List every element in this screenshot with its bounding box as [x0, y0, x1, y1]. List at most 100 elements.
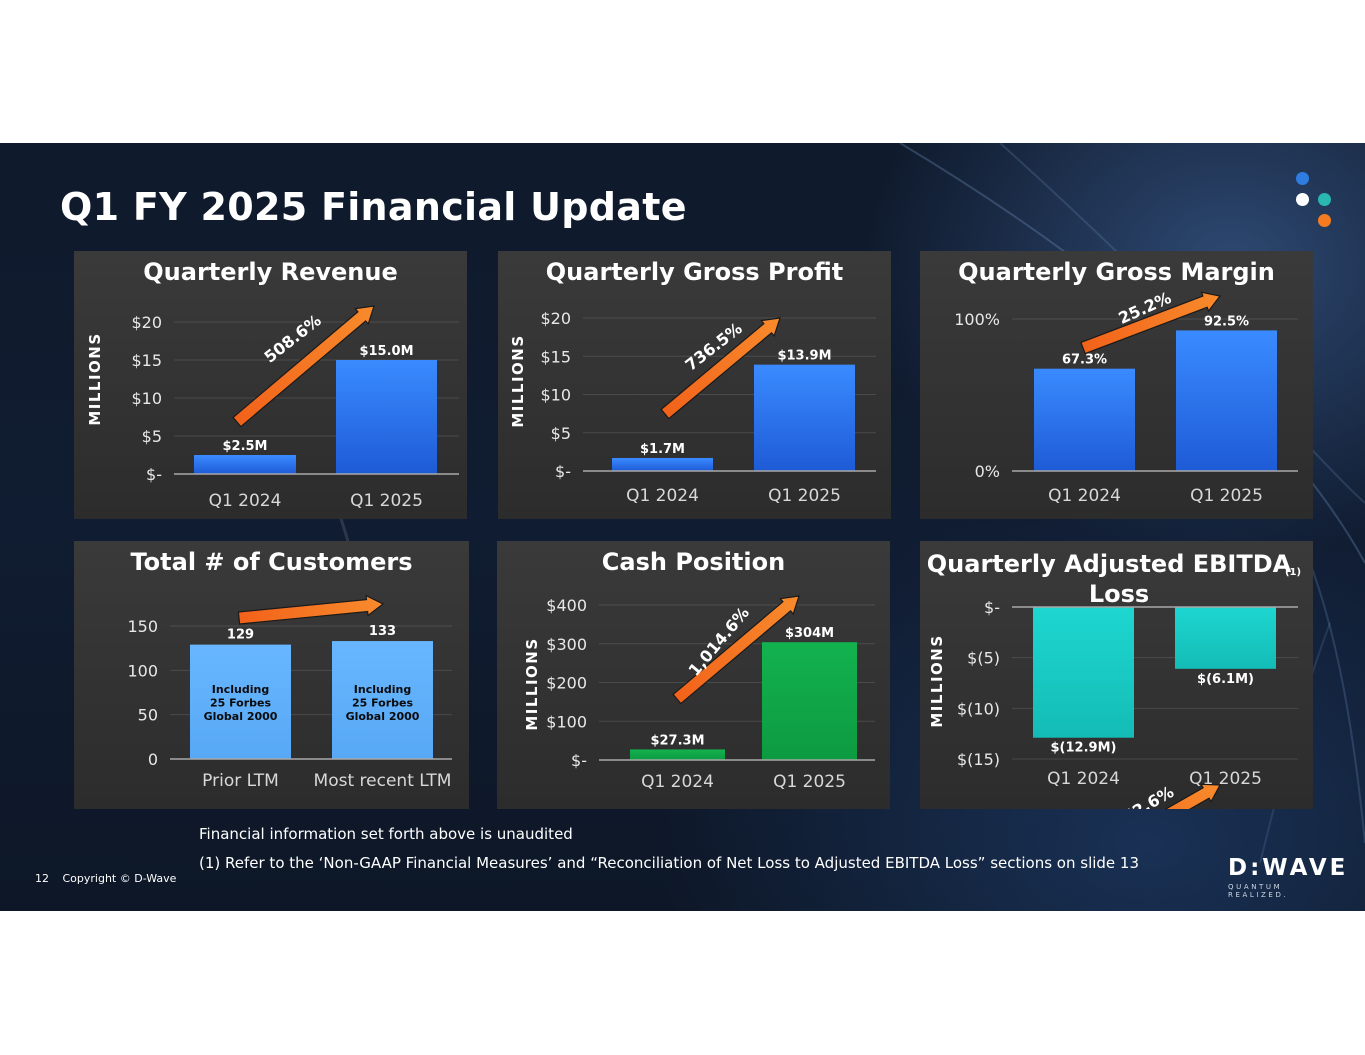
- brand-dot-blue: [1296, 172, 1309, 185]
- y-tick-label: 100: [127, 661, 158, 680]
- y-tick-label: $400: [546, 596, 587, 615]
- y-tick-label: $20: [540, 309, 571, 328]
- bar-prior-ltm: [190, 644, 291, 759]
- chart-title: Cash Position: [602, 548, 785, 576]
- data-label: $1.7M: [640, 442, 685, 457]
- x-tick-label: Prior LTM: [202, 771, 279, 791]
- dwave-logo: D:WAVE QUANTUM REALIZED.: [1228, 855, 1349, 901]
- page-number: 12: [35, 872, 49, 885]
- y-tick-label: $20: [131, 313, 162, 332]
- y-axis-label: MILLIONS: [523, 637, 541, 730]
- growth-arrow: [1097, 783, 1221, 809]
- cash-chart: Cash Position MILLIONS $- $100 $200 $300 $400 $…: [523, 548, 875, 792]
- growth-label: 52.6%: [1119, 782, 1177, 809]
- chart-panel-gross-profit: Quarterly Gross Profit MILLIONS $- $5 $10 $15…: [498, 251, 891, 519]
- y-axis-label: MILLIONS: [928, 634, 946, 727]
- y-tick-label: $(10): [957, 699, 1000, 718]
- slide: Q1 FY 2025 Financial Update Quarterly Re…: [0, 143, 1365, 911]
- chart-panel-customers: Total # of Customers 0 50 100 150 129 Includin…: [74, 541, 469, 809]
- growth-arrow: [232, 305, 375, 428]
- customers-chart: Total # of Customers 0 50 100 150 129 Includin…: [127, 548, 452, 791]
- data-label: 67.3%: [1062, 353, 1107, 368]
- growth-arrow: [237, 594, 385, 625]
- y-tick-label: $-: [984, 598, 1000, 617]
- y-tick-label: 150: [127, 617, 158, 636]
- y-tick-label: $100: [546, 712, 587, 731]
- x-tick-label: Most recent LTM: [314, 771, 452, 791]
- bar-note: Including 25 Forbes Global 2000: [204, 683, 278, 723]
- footer: 12 Copyright © D-Wave: [35, 872, 186, 885]
- data-label: 133: [369, 624, 396, 639]
- y-tick-label: 100%: [954, 310, 1000, 329]
- logo-wordmark: D:WAVE: [1228, 855, 1349, 881]
- data-label: $(6.1M): [1197, 672, 1254, 687]
- brand-dot-teal: [1318, 193, 1331, 206]
- y-tick-label: $10: [540, 386, 571, 405]
- unaudited-note: Financial information set forth above is…: [199, 825, 573, 843]
- y-axis-label: MILLIONS: [509, 334, 527, 427]
- y-tick-label: $-: [571, 751, 587, 770]
- bar-q1-2025: [754, 364, 855, 471]
- ebitda-chart: Quarterly Adjusted EBITDA Loss(1) MILLIONS…: [927, 550, 1301, 809]
- data-label: $13.9M: [777, 349, 831, 364]
- growth-arrow: [1080, 291, 1222, 355]
- y-tick-label: $-: [146, 465, 162, 484]
- x-tick-label: Q1 2024: [1048, 486, 1121, 506]
- data-label: $15.0M: [359, 344, 413, 359]
- chart-panel-gross-margin: Quarterly Gross Margin 0% 100% 67.3% 92.5% Q1…: [920, 251, 1313, 519]
- bar-q1-2024: [1034, 368, 1135, 471]
- data-label: $(12.9M): [1051, 741, 1117, 756]
- y-tick-label: $5: [142, 427, 162, 446]
- chart-title: Quarterly Gross Margin: [958, 258, 1275, 286]
- y-tick-label: $-: [555, 462, 571, 481]
- y-tick-label: $300: [546, 635, 587, 654]
- brand-dot-orange: [1318, 214, 1331, 227]
- x-tick-label: Q1 2025: [350, 491, 423, 511]
- non-gaap-footnote: (1) Refer to the ‘Non-GAAP Financial Mea…: [199, 854, 1140, 872]
- y-tick-label: $200: [546, 674, 587, 693]
- chart-title: Quarterly Revenue: [143, 258, 397, 286]
- bar-q1-2024: [630, 749, 725, 760]
- brand-dot-white: [1296, 193, 1309, 206]
- bar-q1-2025: [336, 360, 437, 474]
- bar-q1-2025: [762, 642, 857, 760]
- y-tick-label: 0: [148, 750, 158, 769]
- copyright-text: Copyright © D-Wave: [62, 872, 177, 885]
- logo-tagline: QUANTUM REALIZED.: [1228, 883, 1289, 899]
- bar-q1-2024: [612, 457, 713, 471]
- gross_profit-chart: Quarterly Gross Profit MILLIONS $- $5 $10 $15…: [509, 258, 876, 506]
- title-superscript: (1): [1285, 567, 1301, 578]
- page-title: Q1 FY 2025 Financial Update: [60, 185, 687, 229]
- x-tick-label: Q1 2024: [209, 491, 282, 511]
- data-label: 129: [227, 628, 254, 643]
- chart-title: Total # of Customers: [130, 548, 412, 576]
- bar-q1-2024: [194, 455, 296, 474]
- y-tick-label: $(15): [957, 750, 1000, 769]
- bar-q1-2024: [1033, 607, 1134, 738]
- chart-panel-ebitda: Quarterly Adjusted EBITDA Loss (1) MILLIONS…: [920, 541, 1313, 809]
- x-tick-label: Q1 2025: [1189, 769, 1262, 789]
- y-tick-label: $(5): [967, 649, 1000, 668]
- data-label: $27.3M: [650, 733, 704, 748]
- bar-q1-2025: [1176, 330, 1277, 471]
- chart-panel-cash: Cash Position MILLIONS $- $100 $200 $300 $400 $…: [497, 541, 890, 809]
- y-tick-label: 0%: [975, 462, 1000, 481]
- data-label: 92.5%: [1204, 314, 1249, 329]
- y-axis-label: MILLIONS: [86, 332, 104, 425]
- gross_margin-chart: Quarterly Gross Margin 0% 100% 67.3% 92.5% Q1…: [954, 258, 1298, 506]
- data-label: $2.5M: [222, 439, 267, 454]
- x-tick-label: Q1 2025: [1190, 486, 1263, 506]
- y-tick-label: 50: [138, 706, 158, 725]
- x-tick-label: Q1 2025: [773, 772, 846, 792]
- data-label: $304M: [785, 626, 834, 641]
- y-tick-label: $15: [540, 347, 571, 366]
- revenue-chart: Quarterly Revenue MILLIONS $- $5 $10 $15 $20 $2…: [86, 258, 459, 511]
- x-tick-label: Q1 2024: [1047, 769, 1120, 789]
- x-tick-label: Q1 2024: [626, 486, 699, 506]
- chart-panel-revenue: Quarterly Revenue MILLIONS $- $5 $10 $15 $20 $2…: [74, 251, 467, 519]
- growth-arrow: [660, 317, 781, 420]
- growth-arrow: [672, 595, 800, 705]
- bar-q1-2025: [1175, 607, 1276, 669]
- y-tick-label: $15: [131, 351, 162, 370]
- x-tick-label: Q1 2025: [768, 486, 841, 506]
